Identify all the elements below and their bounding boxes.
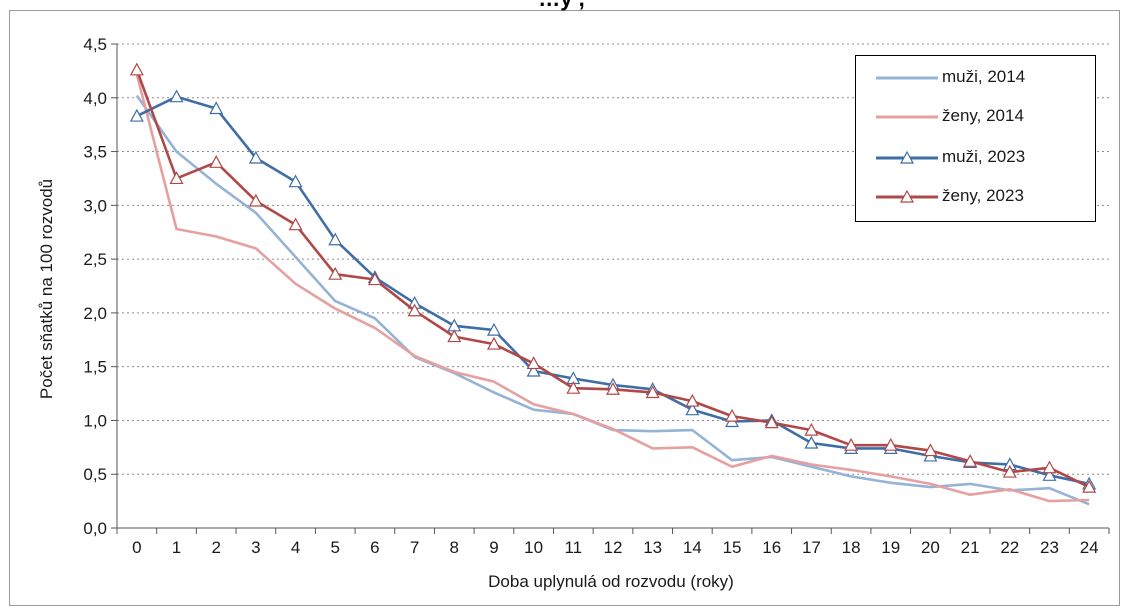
data-point <box>685 393 700 407</box>
data-point <box>645 385 660 399</box>
data-point <box>209 155 224 168</box>
x-tick-label: 20 <box>921 538 940 557</box>
axes <box>111 43 1110 534</box>
x-tick-label: 1 <box>172 538 181 557</box>
y-tick-label: 2,0 <box>83 304 107 323</box>
y-tick-label: 0,0 <box>83 519 107 538</box>
legend-swatch <box>876 115 938 119</box>
legend-label: ženy, 2014 <box>942 106 1024 125</box>
data-point <box>248 150 263 164</box>
legend: muži, 2014 ženy, 2014 muži, 2023 ženy, 2… <box>855 55 1096 222</box>
legend-swatch <box>876 150 938 164</box>
data-point <box>923 443 938 457</box>
data-point <box>804 422 819 436</box>
legend-swatch <box>876 76 938 80</box>
x-tick-label: 16 <box>762 538 781 557</box>
data-point <box>209 101 224 115</box>
data-point <box>288 217 303 231</box>
data-point <box>1082 479 1097 493</box>
data-point <box>605 382 621 395</box>
data-point <box>1042 460 1057 474</box>
legend-item-zeny-2014: ženy, 2014 <box>866 103 1091 131</box>
data-point <box>328 232 343 246</box>
data-point <box>367 272 382 286</box>
x-tick-label: 8 <box>450 538 459 557</box>
y-tick-label: 1,0 <box>83 411 107 430</box>
data-point <box>566 380 581 394</box>
x-tick-label: 3 <box>251 538 260 557</box>
x-tick-label: 5 <box>331 538 340 557</box>
legend-swatch <box>876 189 938 203</box>
legend-item-muzi-2023: muži, 2023 <box>866 144 1091 172</box>
data-point <box>1042 468 1057 481</box>
tick-labels: 0,00,51,01,52,02,53,03,54,04,50 1 2 3 4 5 6 7 8 9… <box>83 35 1098 557</box>
series-1 <box>135 73 1090 503</box>
x-tick-label: 21 <box>961 538 980 557</box>
data-point <box>129 108 144 122</box>
data-point <box>447 329 462 343</box>
data-point <box>764 415 779 429</box>
x-tick-label: 9 <box>489 538 498 557</box>
data-point <box>486 322 501 336</box>
series-lines <box>129 62 1097 506</box>
x-axis-title: Doba uplynulá od rozvodu (roky) <box>488 572 734 591</box>
x-tick-label: 12 <box>604 538 623 557</box>
data-point <box>883 437 898 451</box>
series-line <box>135 73 1090 503</box>
data-point <box>248 193 263 207</box>
data-point <box>526 363 541 377</box>
chart-title: …y , <box>0 0 1123 12</box>
y-axis-title: Počet sňatků na 100 rozvodů <box>37 179 56 399</box>
x-tick-label: 2 <box>211 538 220 557</box>
x-tick-label: 17 <box>802 538 821 557</box>
x-tick-label: 18 <box>842 538 861 557</box>
x-tick-label: 22 <box>1000 538 1019 557</box>
y-tick-label: 1,5 <box>83 358 107 377</box>
data-point <box>328 266 343 280</box>
data-point <box>1002 464 1017 478</box>
data-point <box>288 174 303 188</box>
x-tick-label: 11 <box>564 538 582 557</box>
data-point <box>169 171 184 185</box>
y-tick-label: 0,5 <box>83 465 107 484</box>
data-point <box>129 62 144 76</box>
x-tick-label: 0 <box>132 538 141 557</box>
data-point <box>844 437 859 451</box>
data-point <box>804 435 819 449</box>
x-tick-label: 13 <box>643 538 662 557</box>
x-tick-label: 6 <box>370 538 379 557</box>
y-tick-label: 3,0 <box>83 196 107 215</box>
x-tick-label: 24 <box>1080 538 1099 557</box>
legend-label: muži, 2014 <box>942 67 1026 86</box>
legend-item-zeny-2023: ženy, 2023 <box>866 183 1091 211</box>
x-tick-label: 4 <box>291 538 300 557</box>
x-tick-label: 14 <box>683 538 702 557</box>
data-point <box>963 454 978 467</box>
y-tick-label: 3,5 <box>83 143 107 162</box>
y-tick-label: 4,0 <box>83 89 107 108</box>
legend-item-muzi-2014: muži, 2014 <box>866 64 1091 92</box>
x-tick-label: 23 <box>1040 538 1059 557</box>
legend-label: ženy, 2023 <box>942 186 1024 205</box>
x-tick-label: 7 <box>410 538 419 557</box>
x-tick-label: 10 <box>524 538 543 557</box>
y-tick-label: 2,5 <box>83 250 107 269</box>
data-point <box>407 303 422 317</box>
y-tick-label: 4,5 <box>83 35 107 54</box>
data-point <box>526 356 541 370</box>
x-tick-label: 19 <box>881 538 900 557</box>
data-point <box>685 402 700 416</box>
data-point <box>725 408 740 422</box>
legend-label: muži, 2023 <box>942 147 1026 166</box>
x-tick-label: 15 <box>723 538 742 557</box>
data-point <box>486 336 501 350</box>
series-3 <box>129 62 1097 493</box>
data-point <box>169 89 184 103</box>
